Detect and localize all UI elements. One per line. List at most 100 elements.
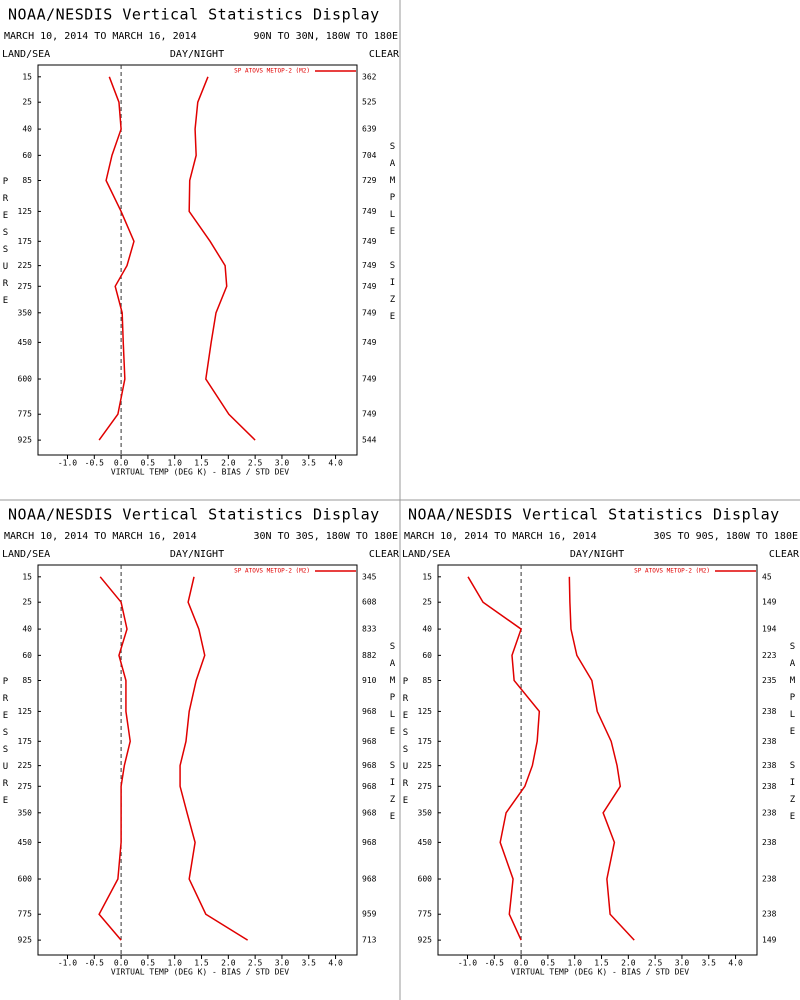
- sample-size: 362: [362, 72, 377, 81]
- y-tick-label: 25: [422, 598, 432, 607]
- y-tick-label: 85: [22, 676, 32, 685]
- sample-size: 968: [362, 875, 377, 884]
- sample-size: 704: [362, 151, 377, 160]
- y-tick-label: 450: [418, 838, 433, 847]
- x-tick-label: 2.0: [221, 959, 236, 968]
- x-tick-label: 4.0: [328, 459, 343, 468]
- sample-size: 749: [362, 261, 377, 270]
- x-tick-label: 0.5: [141, 959, 156, 968]
- sample-size: 968: [362, 737, 377, 746]
- x-tick-label: 4.0: [728, 959, 743, 968]
- y-tick-label: 40: [422, 625, 432, 634]
- y-tick-label: 60: [22, 651, 32, 660]
- y-tick-label: 600: [18, 875, 33, 884]
- panel: NOAA/NESDIS Vertical Statistics Display M…: [1, 506, 400, 977]
- y-tick-label: 225: [18, 261, 33, 270]
- panel: NOAA/NESDIS Vertical Statistics Display M…: [1, 6, 400, 477]
- sample-size: 238: [762, 782, 777, 791]
- x-tick-label: 1.5: [594, 959, 609, 968]
- plot-frame: [37, 564, 358, 956]
- y2-axis-label: SAMPLE SIZE: [788, 642, 798, 829]
- y-axis-label: PRESSURE: [1, 177, 11, 313]
- sample-size: 235: [762, 676, 777, 685]
- title: NOAA/NESDIS Vertical Statistics Display: [8, 506, 380, 524]
- sample-size: 149: [762, 936, 777, 945]
- legend-label: SP ATOVS METOP-2 (M2): [234, 68, 310, 75]
- y-tick-label: 25: [22, 98, 32, 107]
- y-tick-label: 775: [18, 910, 33, 919]
- sample-size: 238: [762, 910, 777, 919]
- x-tick-label: 2.5: [648, 959, 663, 968]
- panel: NOAA/NESDIS Vertical Statistics Display M…: [401, 506, 800, 977]
- x-axis-label: VIRTUAL TEMP (DEG K) - BIAS / STD DEV: [111, 968, 289, 977]
- label: DAY/NIGHT: [170, 549, 224, 560]
- x-tick-label: 1.0: [167, 959, 182, 968]
- x-tick-label: 3.5: [302, 959, 317, 968]
- y-tick-label: 60: [422, 651, 432, 660]
- y-tick-label: 275: [418, 782, 433, 791]
- label: CLEAR: [769, 549, 800, 560]
- plot-frame: [437, 564, 758, 956]
- y-tick-label: 15: [22, 72, 32, 81]
- label: LAND/SEA: [2, 49, 50, 60]
- sample-size: 223: [762, 651, 777, 660]
- x-tick-label: 1.0: [167, 459, 182, 468]
- sample-size: 910: [362, 676, 377, 685]
- x-tick-label: 3.0: [275, 459, 290, 468]
- x-tick-label: -1.0: [458, 959, 477, 968]
- label: DAY/NIGHT: [570, 549, 624, 560]
- region: 90N TO 30N, 180W TO 180E: [254, 31, 399, 42]
- sample-size: 749: [362, 282, 377, 291]
- title: NOAA/NESDIS Vertical Statistics Display: [8, 6, 380, 24]
- y-tick-label: 925: [418, 936, 433, 945]
- x-tick-label: 4.0: [328, 959, 343, 968]
- y-tick-label: 175: [18, 237, 33, 246]
- y-tick-label: 60: [22, 151, 32, 160]
- sample-size: 345: [362, 572, 377, 581]
- x-tick-label: -0.5: [85, 959, 104, 968]
- subtitle: MARCH 10, 2014 TO MARCH 16, 2014: [4, 531, 197, 542]
- subtitle: MARCH 10, 2014 TO MARCH 16, 2014: [404, 531, 597, 542]
- x-tick-label: 0.0: [514, 959, 529, 968]
- sample-size: 639: [362, 125, 377, 134]
- sample-size: 238: [762, 875, 777, 884]
- x-tick-label: 3.5: [302, 459, 317, 468]
- sample-size: 238: [762, 761, 777, 770]
- y-axis-label: PRESSURE: [401, 677, 411, 813]
- x-tick-label: 0.0: [114, 959, 129, 968]
- sample-size: 968: [362, 838, 377, 847]
- y-tick-label: 225: [418, 761, 433, 770]
- sample-size: 749: [362, 237, 377, 246]
- sample-size: 729: [362, 176, 377, 185]
- sample-size: 608: [362, 598, 377, 607]
- sample-size: 149: [762, 598, 777, 607]
- x-tick-label: 1.5: [194, 959, 209, 968]
- y-tick-label: 350: [418, 808, 433, 817]
- y-tick-label: 40: [22, 625, 32, 634]
- label: LAND/SEA: [2, 549, 50, 560]
- std-dev-line: [179, 576, 249, 941]
- y-tick-label: 175: [18, 737, 33, 746]
- sample-size: 45: [762, 572, 772, 581]
- label: CLEAR: [369, 549, 400, 560]
- label: LAND/SEA: [402, 549, 450, 560]
- y-tick-label: 600: [418, 875, 433, 884]
- region: 30N TO 30S, 180W TO 180E: [254, 531, 399, 542]
- bias-line: [467, 576, 541, 941]
- title: NOAA/NESDIS Vertical Statistics Display: [408, 506, 780, 524]
- sample-size: 959: [362, 910, 377, 919]
- sample-size: 968: [362, 707, 377, 716]
- sample-size: 749: [362, 375, 377, 384]
- subtitle: MARCH 10, 2014 TO MARCH 16, 2014: [4, 31, 197, 42]
- y2-axis-label: SAMPLE SIZE: [388, 142, 398, 329]
- y-tick-label: 40: [22, 125, 32, 134]
- sample-size: 968: [362, 761, 377, 770]
- y-tick-label: 275: [18, 782, 33, 791]
- x-tick-label: 3.0: [275, 959, 290, 968]
- y-tick-label: 350: [18, 808, 33, 817]
- sample-size: 749: [362, 308, 377, 317]
- sample-size: 238: [762, 838, 777, 847]
- sample-size: 968: [362, 782, 377, 791]
- y-tick-label: 775: [18, 410, 33, 419]
